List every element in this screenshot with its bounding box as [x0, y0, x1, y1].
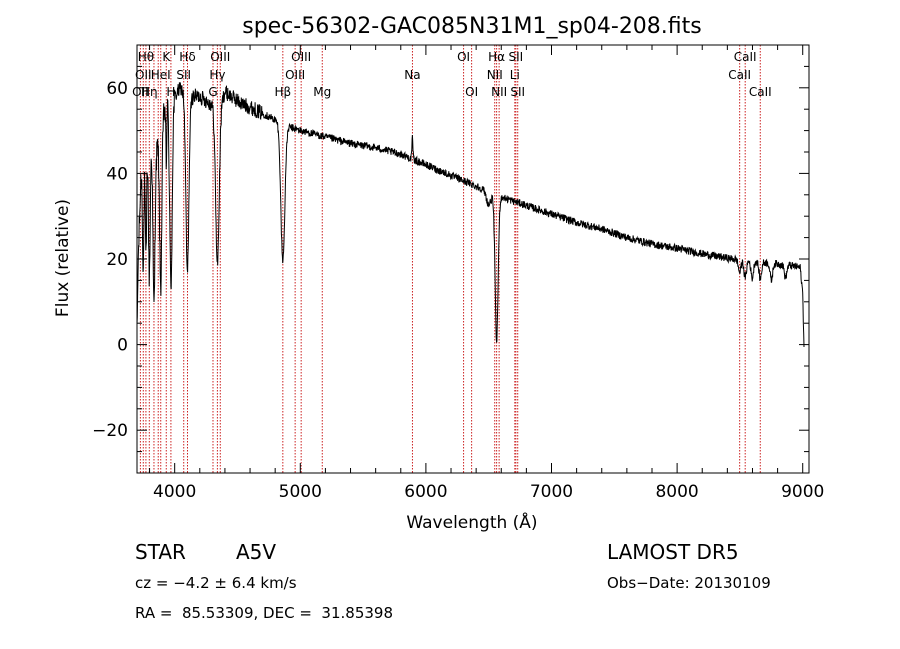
- x-tick-label: 5000: [279, 482, 322, 502]
- line-marker-label-27: CaII: [728, 68, 751, 82]
- line-marker-label-10: Hδ: [179, 50, 195, 64]
- object-class: STAR: [135, 540, 186, 564]
- spectrum-line: [136, 82, 805, 348]
- y-tick-label: 60: [106, 79, 128, 99]
- line-marker-label-1: OII: [135, 68, 152, 82]
- axes: 4000 5000 6000 7000 8000 9000 −20 0 20 40 60: [92, 44, 824, 502]
- line-marker-label-22: Hα: [488, 50, 505, 64]
- line-marker-label-17: Mg: [313, 85, 331, 99]
- line-marker-label-20: OI: [465, 85, 478, 99]
- spectrum-series: [136, 82, 805, 348]
- line-marker-label-9: SII: [176, 68, 191, 82]
- line-marker-label-13: OIII: [210, 50, 230, 64]
- line-marker-label-8: H: [166, 85, 175, 99]
- line-marker-label-24: Li: [510, 68, 520, 82]
- line-marker-label-3: Hη: [141, 85, 158, 99]
- plot-frame: [136, 44, 810, 474]
- x-tick-label: 4000: [153, 482, 196, 502]
- line-marker-label-14: Hβ: [274, 85, 291, 99]
- line-marker-label-12: Hγ: [209, 68, 225, 82]
- line-marker-labels: OIIOIIHθHηHeIKHSIIHδGHγOIIIHβOIIIOIIIMgN…: [132, 50, 772, 99]
- x-tick-label: 7000: [530, 482, 573, 502]
- x-tick-label: 8000: [655, 482, 698, 502]
- line-marker-label-11: G: [208, 85, 217, 99]
- y-tick-label: 20: [106, 250, 128, 270]
- obs-date: Obs−Date: 20130109: [607, 574, 771, 592]
- x-axis-label: Wavelength (Å): [406, 511, 537, 533]
- line-marker-label-23: NII: [491, 85, 507, 99]
- line-marker-label-29: CaII: [749, 85, 772, 99]
- line-marker-label-6: HeI: [151, 68, 171, 82]
- x-tick-label: 9000: [781, 482, 824, 502]
- chart-title: spec-56302-GAC085N31M1_sp04-208.fits: [242, 14, 702, 39]
- x-tick-label: 6000: [404, 482, 447, 502]
- line-marker-label-18: Na: [404, 68, 420, 82]
- line-marker-label-7: K: [162, 50, 171, 64]
- line-marker-label-28: CaII: [734, 50, 757, 64]
- line-marker-label-21: NII: [487, 68, 503, 82]
- line-markers: [139, 45, 761, 473]
- y-tick-label: 40: [106, 164, 128, 184]
- redshift-text: cz = −4.2 ± 6.4 km/s: [135, 574, 297, 592]
- line-marker-label-25: SII: [508, 50, 523, 64]
- ra-dec: RA = 85.53309, DEC = 31.85398: [135, 604, 394, 622]
- y-tick-label: −20: [92, 421, 128, 441]
- survey-name: LAMOST DR5: [607, 540, 739, 564]
- line-marker-label-26: SII: [510, 85, 525, 99]
- line-marker-label-19: OI: [457, 50, 470, 64]
- y-axis-label: Flux (relative): [53, 199, 73, 317]
- line-marker-label-15: OIII: [285, 68, 305, 82]
- line-marker-label-16: OIII: [291, 50, 311, 64]
- object-subclass: A5V: [236, 540, 277, 564]
- y-tick-label: 0: [117, 336, 128, 356]
- line-marker-label-2: Hθ: [138, 50, 154, 64]
- line-marker-label-0: OII: [132, 85, 149, 99]
